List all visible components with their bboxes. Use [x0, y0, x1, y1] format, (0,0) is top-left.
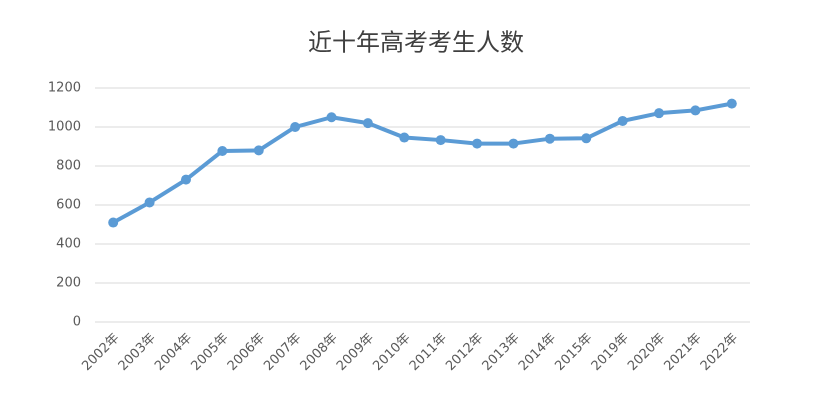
x-tick-label: 2011年 — [407, 331, 450, 374]
y-tick-label: 1000 — [48, 120, 81, 135]
x-tick-label: 2013年 — [480, 331, 523, 374]
data-point — [690, 105, 701, 116]
y-tick-label: 0 — [73, 315, 81, 330]
x-tick-label: 2007年 — [261, 331, 304, 374]
chart-title: 近十年高考考生人数 — [308, 29, 524, 57]
y-tick-label: 600 — [56, 198, 81, 213]
x-tick-label: 2022年 — [698, 331, 741, 374]
x-tick-label: 2019年 — [589, 331, 632, 374]
data-point — [726, 98, 737, 109]
x-tick-label: 2010年 — [370, 331, 413, 374]
data-point — [362, 118, 373, 129]
data-point — [472, 138, 483, 149]
x-tick-label: 2006年 — [225, 331, 268, 374]
x-tick-label: 2004年 — [152, 331, 195, 374]
x-tick-label: 2021年 — [662, 331, 705, 374]
data-point — [435, 135, 446, 146]
data-point — [544, 133, 555, 144]
x-tick-label: 2015年 — [552, 331, 595, 374]
data-point — [326, 112, 337, 123]
x-tick-label: 2005年 — [188, 331, 231, 374]
data-point — [253, 145, 264, 156]
y-tick-label: 1200 — [48, 81, 81, 96]
data-point — [508, 138, 519, 149]
data-point — [290, 122, 301, 132]
data-point — [217, 145, 228, 156]
data-point — [108, 217, 119, 228]
x-tick-label: 2008年 — [298, 331, 341, 374]
x-tick-label: 2020年 — [625, 331, 668, 374]
y-tick-label: 400 — [56, 237, 81, 252]
x-tick-label: 2003年 — [116, 331, 159, 374]
data-point — [144, 197, 155, 208]
x-tick-label: 2012年 — [443, 331, 486, 374]
data-point — [399, 132, 410, 143]
y-tick-label: 800 — [56, 159, 81, 174]
data-point — [180, 174, 191, 185]
x-tick-label: 2009年 — [334, 331, 377, 374]
data-line — [112, 101, 733, 225]
x-tick-label: 2002年 — [79, 331, 122, 374]
y-tick-label: 200 — [56, 276, 81, 291]
x-tick-label: 2014年 — [516, 331, 559, 374]
data-point — [581, 133, 592, 144]
data-point — [617, 115, 628, 126]
data-point — [654, 108, 665, 119]
